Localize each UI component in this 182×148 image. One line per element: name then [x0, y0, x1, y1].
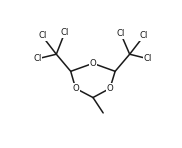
- Text: O: O: [72, 84, 79, 93]
- Text: O: O: [106, 84, 113, 93]
- Text: Cl: Cl: [61, 28, 69, 37]
- Text: Cl: Cl: [140, 32, 148, 41]
- Text: Cl: Cl: [144, 54, 152, 63]
- Text: Cl: Cl: [38, 32, 46, 41]
- Text: Cl: Cl: [117, 29, 125, 38]
- Text: Cl: Cl: [33, 54, 42, 63]
- Text: O: O: [90, 59, 96, 68]
